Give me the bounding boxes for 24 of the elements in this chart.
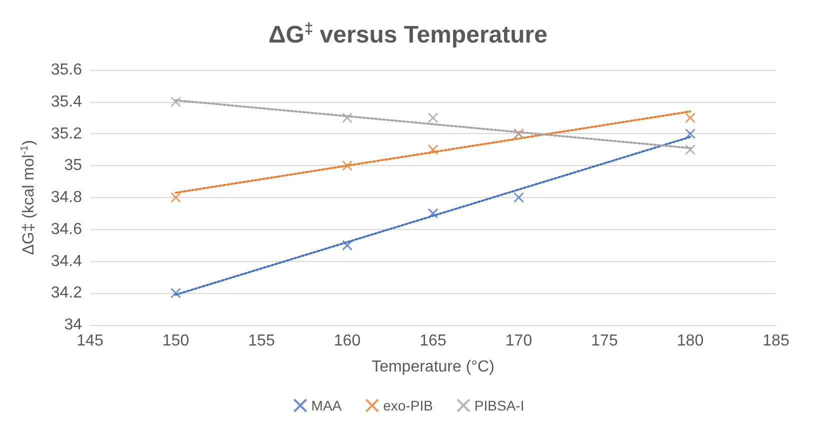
x-axis-title: Temperature (°C) <box>372 358 494 376</box>
x-tick-label: 145 <box>76 332 104 350</box>
legend-label: MAA <box>311 398 342 414</box>
y-tick-label: 34.6 <box>50 220 82 238</box>
legend-label: PIBSA-I <box>474 398 524 414</box>
x-tick-label: 185 <box>762 332 790 350</box>
y-tick-label: 34 <box>64 316 82 334</box>
x-tick-label: 180 <box>676 332 704 350</box>
x-tick-label: 165 <box>420 332 446 350</box>
y-tick-label: 35.2 <box>50 125 82 142</box>
x-tick-label: 170 <box>505 332 532 350</box>
y-axis-title: ΔG‡ (kcal mol-1) <box>20 140 38 256</box>
legend-label: exo-PIB <box>383 398 433 414</box>
chart-title: ΔG‡ versus Temperature <box>268 20 548 48</box>
x-tick-label: 150 <box>162 332 190 350</box>
x-tick-label: 160 <box>334 332 361 350</box>
y-tick-label: 34.2 <box>50 284 82 302</box>
y-tick-label: 35.6 <box>50 62 82 78</box>
x-tick-label: 155 <box>248 332 275 350</box>
y-tick-label: 34.4 <box>50 252 82 270</box>
x-tick-label: 175 <box>591 332 618 350</box>
y-tick-label: 34.8 <box>50 189 82 206</box>
y-tick-label: 35 <box>64 157 82 174</box>
y-tick-label: 35.4 <box>50 93 82 110</box>
